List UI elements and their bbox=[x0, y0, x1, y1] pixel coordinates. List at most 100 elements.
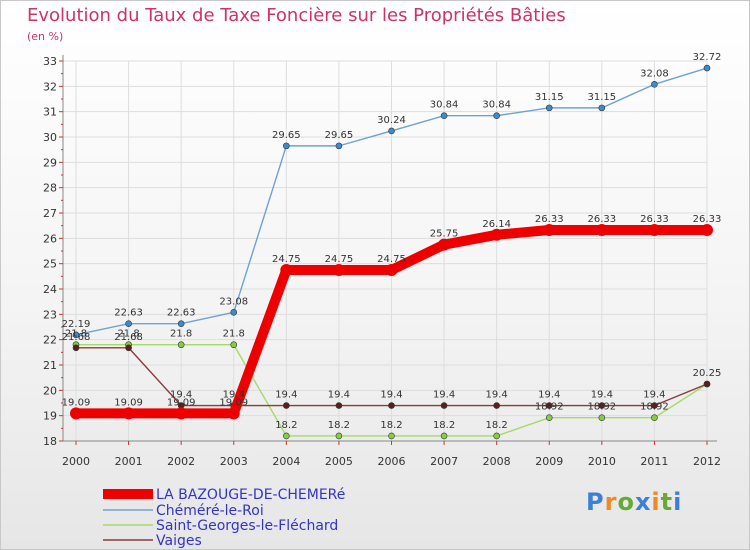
data-label-2: 18.2 bbox=[275, 420, 297, 431]
series-point-3 bbox=[440, 402, 448, 409]
data-label-1: 30.84 bbox=[482, 100, 511, 111]
series-point-1 bbox=[177, 320, 185, 328]
x-tick-label: 2012 bbox=[693, 455, 721, 468]
series-point-2 bbox=[177, 341, 185, 349]
series-point-0 bbox=[385, 264, 398, 276]
x-tick-label: 2011 bbox=[640, 455, 668, 468]
logo-letter: P bbox=[586, 488, 605, 516]
data-label-1: 29.65 bbox=[325, 130, 354, 141]
data-label-0: 25.75 bbox=[430, 229, 459, 240]
x-tick-label: 2005 bbox=[325, 455, 353, 468]
data-label-1: 32.08 bbox=[640, 68, 669, 79]
y-tick-label: 25 bbox=[43, 258, 57, 271]
data-label-3: 19.4 bbox=[275, 390, 297, 401]
series-point-3 bbox=[283, 402, 290, 409]
data-label-3: 19.4 bbox=[538, 390, 560, 401]
series-point-1 bbox=[703, 64, 711, 72]
x-tick-label: 2000 bbox=[62, 455, 90, 468]
data-labels: 19.09 19.09 19.09 19.09 24.75 24.75 24.75 25.75… bbox=[62, 52, 722, 431]
data-label-0: 24.75 bbox=[325, 254, 354, 265]
series-point-1 bbox=[388, 127, 395, 135]
series-point-0 bbox=[701, 223, 713, 236]
x-tick-label: 2003 bbox=[220, 455, 248, 468]
data-label-0: 19.09 bbox=[167, 397, 196, 408]
data-label-1: 22.63 bbox=[167, 308, 196, 319]
series-point-2 bbox=[651, 414, 658, 421]
y-tick-label: 20 bbox=[43, 384, 57, 397]
series-point-2 bbox=[440, 432, 448, 440]
data-label-2: 18.92 bbox=[535, 402, 564, 413]
data-label-2: 21.8 bbox=[223, 329, 245, 340]
series-point-2 bbox=[388, 432, 395, 440]
y-tick-label: 29 bbox=[43, 156, 57, 169]
data-label-0: 19.09 bbox=[219, 397, 248, 408]
data-label-3: 19.4 bbox=[380, 390, 402, 401]
series-point-0 bbox=[332, 264, 345, 276]
series-point-0 bbox=[175, 407, 188, 420]
data-label-3: 19.4 bbox=[643, 390, 665, 401]
series-point-0 bbox=[122, 407, 135, 420]
data-label-3: 19.4 bbox=[328, 390, 350, 401]
y-tick-label: 31 bbox=[43, 106, 57, 119]
x-tick-label: 2001 bbox=[115, 455, 143, 468]
series-point-3 bbox=[125, 344, 132, 352]
data-label-2: 21.8 bbox=[170, 329, 192, 340]
series-point-1 bbox=[493, 112, 500, 120]
data-label-3: 21.68 bbox=[114, 332, 143, 343]
data-label-0: 24.75 bbox=[272, 254, 301, 265]
data-label-3: 19.4 bbox=[433, 390, 455, 401]
series-point-0 bbox=[543, 223, 556, 236]
data-label-2: 21.8 bbox=[65, 329, 87, 340]
y-tick-label: 27 bbox=[43, 207, 57, 220]
series-point-2 bbox=[283, 432, 290, 440]
data-label-1: 30.84 bbox=[430, 100, 459, 111]
y-tick-label: 19 bbox=[43, 410, 57, 423]
series-point-0 bbox=[438, 238, 451, 251]
data-label-2: 18.2 bbox=[433, 420, 455, 431]
data-label-2: 21.8 bbox=[117, 329, 139, 340]
data-label-1: 23.08 bbox=[219, 296, 248, 307]
data-label-1: 22.19 bbox=[62, 319, 91, 330]
data-label-0: 26.33 bbox=[588, 214, 617, 225]
logo-letter: o bbox=[617, 488, 635, 516]
data-label-1: 29.65 bbox=[272, 130, 301, 141]
data-label-3: 20.25 bbox=[693, 368, 722, 379]
series-point-0 bbox=[490, 228, 503, 241]
x-tick-label: 2002 bbox=[167, 455, 195, 468]
data-label-2: 18.2 bbox=[486, 420, 508, 431]
y-tick-label: 32 bbox=[43, 80, 57, 93]
data-label-0: 26.33 bbox=[535, 214, 564, 225]
series-point-2 bbox=[335, 432, 343, 440]
proxiti-logo: Proxiti bbox=[586, 488, 682, 516]
legend-label-2: Saint-Georges-le-Fléchard bbox=[156, 518, 338, 534]
data-label-2: 18.2 bbox=[380, 420, 402, 431]
series-point-1 bbox=[651, 81, 658, 88]
data-label-0: 26.14 bbox=[482, 219, 511, 230]
legend-label-0: LA BAZOUGE-DE-CHEMERé bbox=[156, 487, 345, 503]
series-layer bbox=[70, 64, 713, 440]
series-point-2 bbox=[493, 432, 500, 440]
data-label-1: 22.63 bbox=[114, 308, 143, 319]
series-point-0 bbox=[70, 407, 82, 420]
y-tick-label: 26 bbox=[43, 232, 57, 245]
data-label-0: 19.09 bbox=[62, 397, 91, 408]
y-tick-label: 22 bbox=[43, 334, 57, 347]
data-label-3: 19.4 bbox=[486, 390, 508, 401]
logo-letter: r bbox=[604, 488, 618, 516]
x-tick-label: 2008 bbox=[483, 455, 511, 468]
data-label-2: 18.2 bbox=[328, 420, 350, 431]
legend: LA BAZOUGE-DE-CHEMERéChéméré-le-RoiSaint… bbox=[103, 487, 345, 549]
y-tick-label: 28 bbox=[43, 182, 57, 195]
legend-label-1: Chéméré-le-Roi bbox=[156, 503, 264, 519]
data-label-3: 21.68 bbox=[62, 332, 91, 343]
data-label-1: 31.15 bbox=[588, 92, 617, 103]
data-label-2: 18.92 bbox=[640, 402, 669, 413]
series-point-3 bbox=[545, 402, 553, 409]
x-tick-label: 2006 bbox=[378, 455, 406, 468]
series-point-3 bbox=[493, 402, 500, 409]
data-label-0: 24.75 bbox=[377, 254, 406, 265]
series-point-1 bbox=[72, 331, 80, 339]
x-tick-label: 2004 bbox=[272, 455, 300, 468]
